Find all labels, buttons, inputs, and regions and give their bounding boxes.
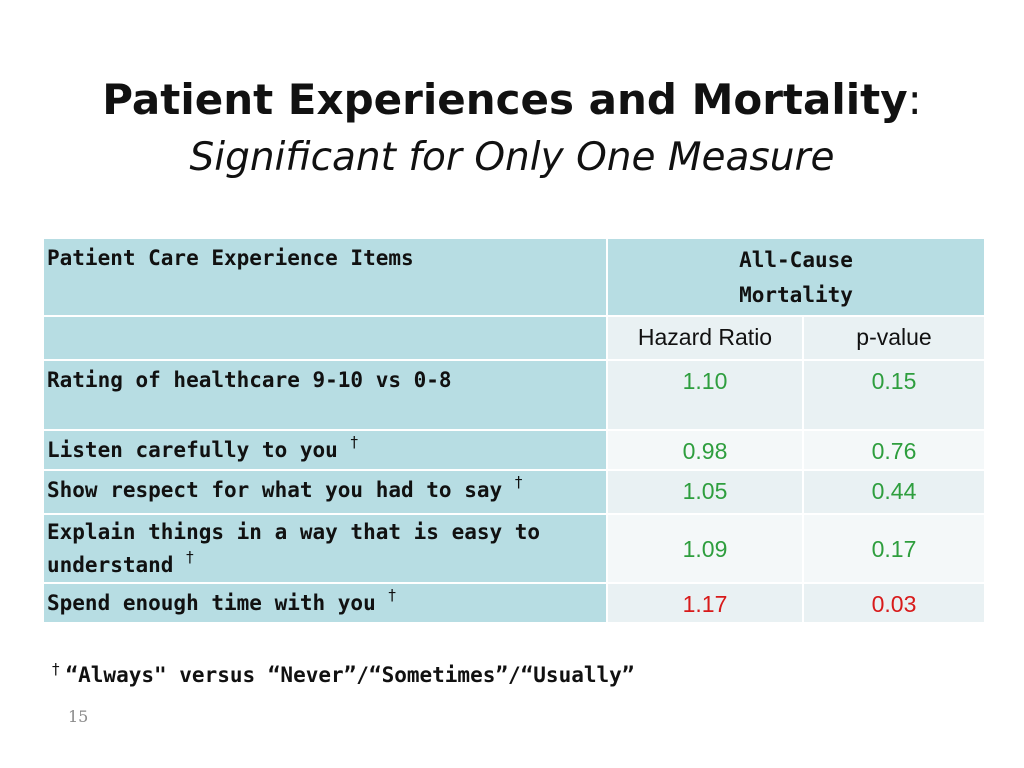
p-value-value: 0.44: [801, 469, 987, 515]
item-label: Spend enough time with you †: [42, 582, 608, 624]
item-text: Show respect for what you had to say: [47, 478, 503, 502]
hazard-ratio-value: 1.10: [606, 359, 804, 431]
slide-number: 15: [68, 707, 89, 726]
table-row-significant: Spend enough time with you † 1.17 0.03: [42, 582, 987, 624]
mortality-column-header: All-Cause Mortality: [605, 237, 987, 317]
p-value-value: 0.03: [801, 582, 987, 624]
subheader-empty-cell: [42, 315, 608, 361]
table-row: Show respect for what you had to say † 1…: [42, 469, 987, 515]
table-row: Listen carefully to you † 0.98 0.76: [42, 429, 987, 471]
p-value-header: p-value: [801, 315, 987, 361]
p-value-value: 0.76: [801, 429, 987, 471]
hazard-ratio-value: 1.09: [606, 513, 804, 584]
table-row: Rating of healthcare 9-10 vs 0-8 1.10 0.…: [42, 359, 987, 431]
item-text-line1: Explain things in a way that is easy to: [47, 520, 541, 544]
slide-title: Patient Experiences and Mortality: Signi…: [0, 70, 1024, 186]
items-column-header: Patient Care Experience Items: [42, 237, 608, 317]
hazard-ratio-value: 1.17: [606, 582, 804, 624]
title-main: Patient Experiences and Mortality: [102, 75, 908, 124]
item-text-line2-wrap: understand †: [47, 549, 606, 582]
title-colon: :: [907, 75, 922, 124]
item-label: Rating of healthcare 9-10 vs 0-8: [42, 359, 608, 431]
mortality-header-line2: Mortality: [739, 283, 853, 307]
item-text: Listen carefully to you: [47, 438, 338, 462]
dagger-mark: †: [514, 473, 523, 491]
dagger-mark: †: [186, 548, 194, 566]
item-label: Listen carefully to you †: [42, 429, 608, 471]
footnote-text: “Always" versus “Never”/“Sometimes”/“Usu…: [65, 663, 635, 687]
footnote-dagger-mark: †: [52, 660, 60, 678]
item-label: Show respect for what you had to say †: [42, 469, 608, 515]
p-value-value: 0.15: [801, 359, 987, 431]
table-subheader-row: Hazard Ratio p-value: [42, 315, 987, 361]
item-label: Explain things in a way that is easy to …: [42, 513, 608, 584]
hazard-ratio-header: Hazard Ratio: [606, 315, 804, 361]
item-text-line2: understand: [47, 553, 174, 577]
title-main-line: Patient Experiences and Mortality:: [0, 70, 1024, 130]
mortality-header-line1: All-Cause: [739, 248, 853, 272]
item-text: Spend enough time with you: [47, 591, 376, 615]
dagger-mark: †: [350, 433, 358, 451]
hazard-ratio-value: 1.05: [606, 469, 804, 515]
table-header-row: Patient Care Experience Items All-Cause …: [42, 237, 987, 317]
title-subtitle: Significant for Only One Measure: [189, 135, 835, 180]
footnote: † “Always" versus “Never”/“Sometimes”/“Us…: [52, 660, 634, 687]
table-row: Explain things in a way that is easy to …: [42, 513, 987, 584]
hazard-ratio-value: 0.98: [606, 429, 804, 471]
results-table: Patient Care Experience Items All-Cause …: [42, 237, 987, 624]
p-value-value: 0.17: [801, 513, 987, 584]
dagger-mark: †: [388, 586, 396, 604]
